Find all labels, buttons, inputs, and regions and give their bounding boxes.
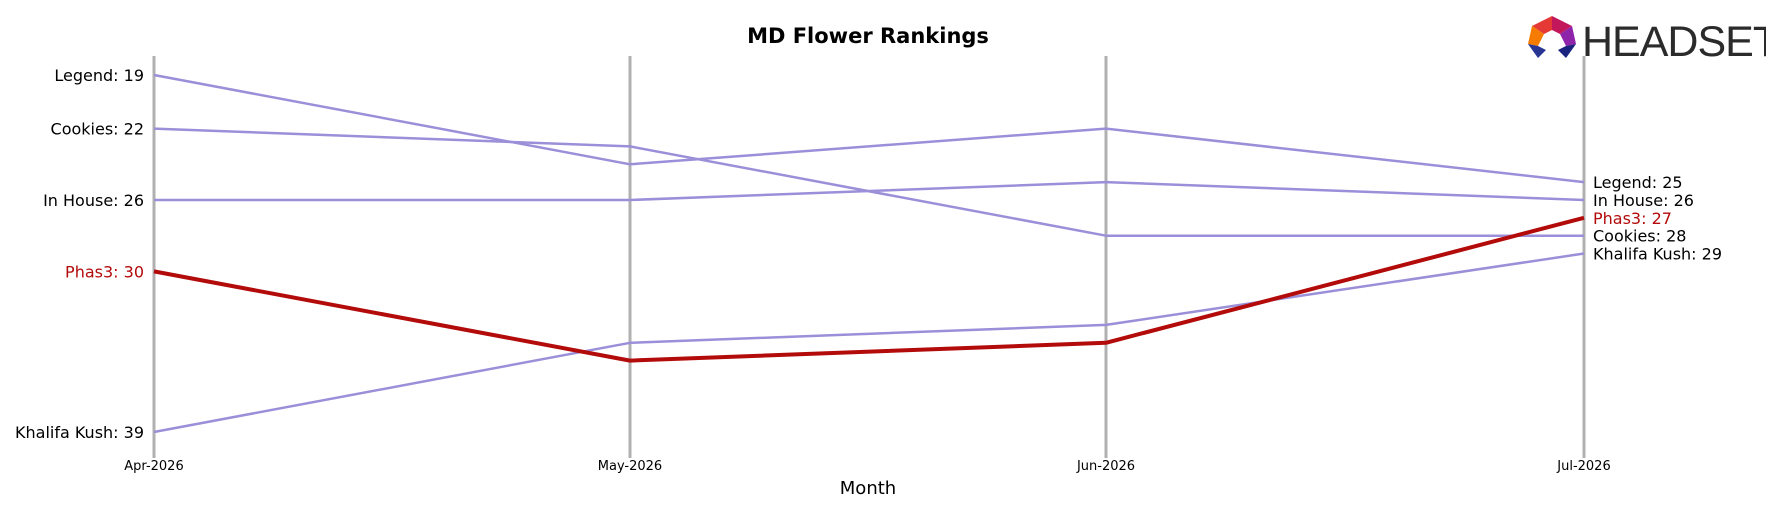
start-label-khalifa-kush: Khalifa Kush: 39 bbox=[15, 423, 144, 442]
series-line-in-house bbox=[154, 180, 1585, 202]
end-label-cookies: Cookies: 28 bbox=[1593, 227, 1686, 246]
headset-logo-icon bbox=[1528, 16, 1576, 58]
series-line-phas3 bbox=[153, 215, 1585, 363]
series-line-legend bbox=[153, 73, 1585, 184]
x-axis-label: Month bbox=[840, 478, 896, 499]
end-label-khalifa-kush: Khalifa Kush: 29 bbox=[1593, 245, 1722, 264]
end-label-legend: Legend: 25 bbox=[1593, 173, 1683, 192]
x-tick-apr-2026: Apr-2026 bbox=[124, 459, 183, 474]
start-label-phas3: Phas3: 30 bbox=[65, 262, 144, 281]
x-tick-jun-2026: Jun-2026 bbox=[1076, 459, 1135, 474]
x-tick-may-2026: May-2026 bbox=[598, 459, 662, 474]
start-label-in-house: In House: 26 bbox=[43, 191, 144, 210]
end-label-in-house: In House: 26 bbox=[1593, 191, 1694, 210]
x-tick-labels: Apr-2026 May-2026 Jun-2026 Jul-2026 bbox=[124, 459, 1610, 474]
month-gridlines bbox=[152, 56, 1586, 458]
start-labels: Legend: 19 Cookies: 22 In House: 26 Phas3: … bbox=[15, 66, 144, 442]
end-label-phas3: Phas3: 27 bbox=[1593, 209, 1672, 228]
series-line-cookies bbox=[153, 127, 1584, 237]
start-label-legend: Legend: 19 bbox=[54, 66, 144, 85]
series-line-khalifa-kush bbox=[153, 252, 1585, 434]
headset-logo: HEADSET bbox=[1528, 16, 1766, 66]
chart-title: MD Flower Rankings bbox=[747, 24, 989, 48]
headset-logo-text: HEADSET bbox=[1582, 18, 1766, 66]
x-tick-jul-2026: Jul-2026 bbox=[1556, 459, 1610, 474]
series-lines bbox=[153, 73, 1585, 434]
start-label-cookies: Cookies: 22 bbox=[51, 120, 144, 139]
